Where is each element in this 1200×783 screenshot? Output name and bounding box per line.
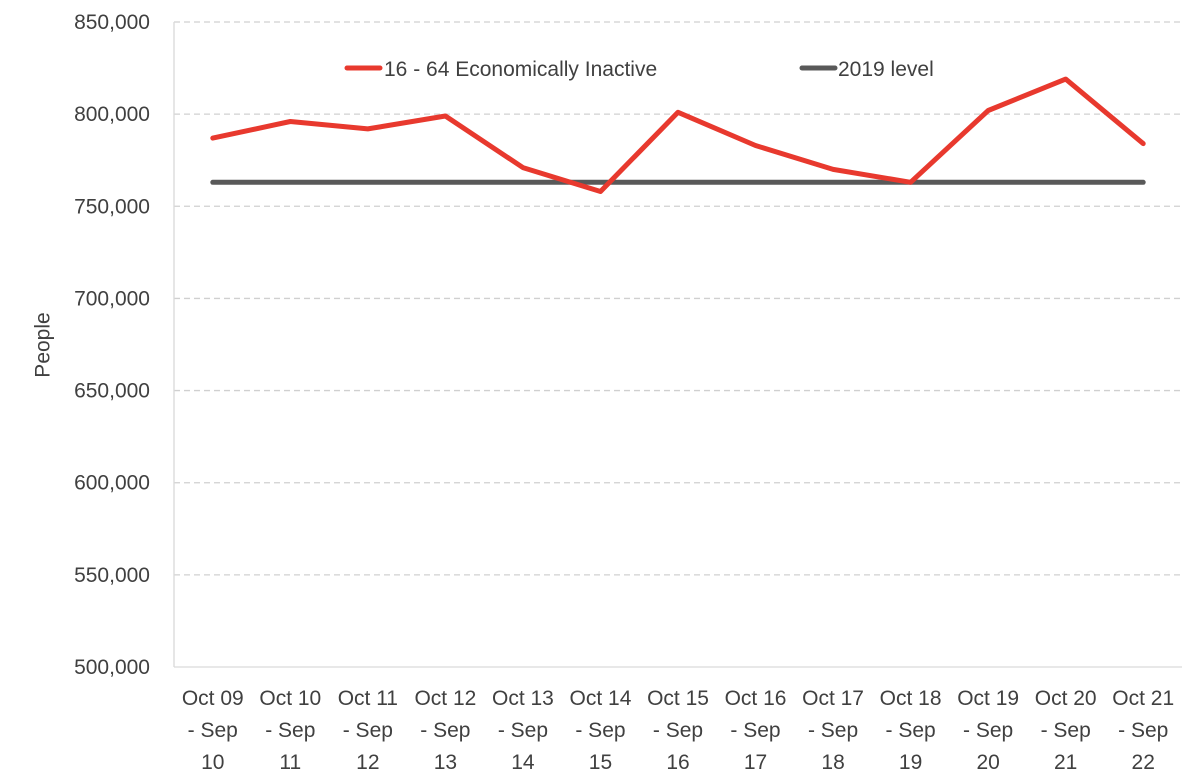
gridlines — [174, 21, 1182, 576]
x-tick-label: Oct 12- Sep 13 — [414, 687, 476, 774]
legend-label-2019: 2019 level — [838, 58, 934, 81]
x-tick-label: Oct 14- Sep 15 — [570, 687, 632, 774]
series-line-inactive — [210, 76, 1146, 194]
x-tick-label: Oct 16- Sep 17 — [725, 687, 787, 774]
y-axis-label: People — [32, 312, 55, 377]
y-tick-label: 700,000 — [74, 287, 150, 310]
y-tick-label: 600,000 — [74, 472, 150, 495]
y-tick-label: 850,000 — [74, 11, 150, 34]
y-tick-label: 500,000 — [74, 656, 150, 679]
y-tick-label: 800,000 — [74, 103, 150, 126]
legend-label-inactive: 16 - 64 Economically Inactive — [384, 58, 657, 81]
x-tick-label: Oct 18- Sep 19 — [880, 687, 942, 774]
x-tick-label: Oct 20- Sep 21 — [1035, 687, 1097, 774]
y-tick-label: 650,000 — [74, 380, 150, 403]
series — [210, 76, 1146, 194]
x-tick-label: Oct 17- Sep 18 — [802, 687, 864, 774]
x-tick-label: Oct 15- Sep 16 — [647, 687, 709, 774]
x-tick-label: Oct 21- Sep 22 — [1112, 687, 1174, 774]
axes — [173, 22, 1182, 668]
x-tick-label: Oct 11- Sep 12 — [338, 687, 398, 774]
x-tick-label: Oct 09- Sep 10 — [182, 687, 244, 774]
y-tick-labels: 500,000 550,000 600,000 650,000 700,000 750,0… — [74, 11, 150, 679]
y-tick-label: 750,000 — [74, 195, 150, 218]
y-tick-label: 550,000 — [74, 564, 150, 587]
x-tick-label: Oct 13- Sep 14 — [492, 687, 554, 774]
x-tick-label: Oct 19- Sep 20 — [957, 687, 1019, 774]
legend: 16 - 64 Economically Inactive 2019 level — [344, 58, 934, 81]
x-tick-label: Oct 10- Sep 11 — [259, 687, 321, 774]
